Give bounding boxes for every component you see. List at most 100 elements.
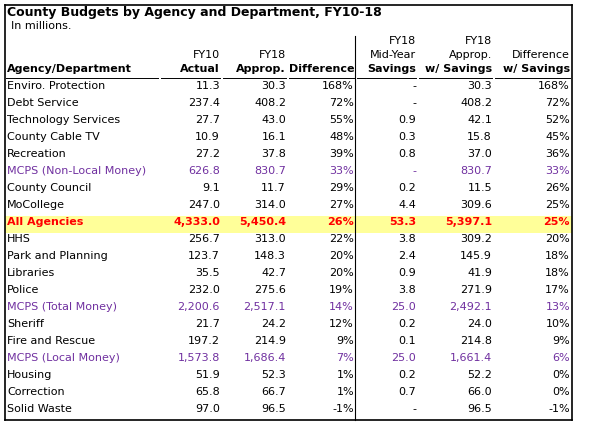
Text: All Agencies: All Agencies	[7, 217, 83, 227]
Text: 0.2: 0.2	[398, 370, 416, 380]
Text: FY10: FY10	[193, 50, 220, 60]
Text: Park and Planning: Park and Planning	[7, 251, 108, 261]
Text: 36%: 36%	[545, 149, 570, 159]
Text: 0.1: 0.1	[398, 336, 416, 346]
Text: Solid Waste: Solid Waste	[7, 404, 72, 414]
Text: MoCollege: MoCollege	[7, 200, 65, 210]
Text: 309.2: 309.2	[460, 234, 492, 244]
Text: 4,333.0: 4,333.0	[173, 217, 220, 227]
Text: -1%: -1%	[548, 404, 570, 414]
Text: 52.2: 52.2	[467, 370, 492, 380]
Text: 0.9: 0.9	[398, 115, 416, 125]
Text: 168%: 168%	[322, 81, 354, 91]
Text: MCPS (Total Money): MCPS (Total Money)	[7, 302, 117, 312]
Text: 24.2: 24.2	[261, 319, 286, 329]
Text: 55%: 55%	[329, 115, 354, 125]
Text: 1%: 1%	[337, 370, 354, 380]
Text: 314.0: 314.0	[254, 200, 286, 210]
Text: 309.6: 309.6	[460, 200, 492, 210]
Text: -: -	[412, 404, 416, 414]
Text: Fire and Rescue: Fire and Rescue	[7, 336, 95, 346]
Text: 168%: 168%	[538, 81, 570, 91]
Text: 17%: 17%	[545, 285, 570, 295]
Text: 0.2: 0.2	[398, 183, 416, 193]
Text: 20%: 20%	[329, 251, 354, 261]
Text: 30.3: 30.3	[262, 81, 286, 91]
Text: Recreation: Recreation	[7, 149, 67, 159]
Text: 20%: 20%	[329, 268, 354, 278]
Text: Enviro. Protection: Enviro. Protection	[7, 81, 105, 91]
Text: 408.2: 408.2	[460, 98, 492, 108]
Text: 42.1: 42.1	[467, 115, 492, 125]
Text: 214.8: 214.8	[460, 336, 492, 346]
Text: 9%: 9%	[552, 336, 570, 346]
Text: 1,661.4: 1,661.4	[450, 353, 492, 363]
Text: 11.5: 11.5	[467, 183, 492, 193]
Text: 148.3: 148.3	[254, 251, 286, 261]
Text: 22%: 22%	[329, 234, 354, 244]
Text: Agency/Department: Agency/Department	[7, 64, 132, 74]
Text: 39%: 39%	[329, 149, 354, 159]
Text: Approp.: Approp.	[449, 50, 492, 60]
Text: 72%: 72%	[545, 98, 570, 108]
Text: County Budgets by Agency and Department, FY10-18: County Budgets by Agency and Department,…	[7, 6, 382, 19]
Text: 25%: 25%	[544, 217, 570, 227]
Text: 42.7: 42.7	[261, 268, 286, 278]
Text: 626.8: 626.8	[188, 166, 220, 176]
Text: 12%: 12%	[329, 319, 354, 329]
Text: 3.8: 3.8	[398, 234, 416, 244]
Text: 271.9: 271.9	[460, 285, 492, 295]
Text: MCPS (Local Money): MCPS (Local Money)	[7, 353, 120, 363]
Text: 4.4: 4.4	[398, 200, 416, 210]
Text: 27.2: 27.2	[195, 149, 220, 159]
Text: 408.2: 408.2	[254, 98, 286, 108]
Text: Police: Police	[7, 285, 40, 295]
Text: w/ Savings: w/ Savings	[425, 64, 492, 74]
Text: 51.9: 51.9	[195, 370, 220, 380]
Text: Approp.: Approp.	[236, 64, 286, 74]
Text: 1,573.8: 1,573.8	[178, 353, 220, 363]
Text: 7%: 7%	[336, 353, 354, 363]
Text: -1%: -1%	[332, 404, 354, 414]
Text: 11.3: 11.3	[196, 81, 220, 91]
Text: 24.0: 24.0	[467, 319, 492, 329]
Text: FY18: FY18	[465, 36, 492, 46]
Text: Housing: Housing	[7, 370, 52, 380]
Text: 72%: 72%	[329, 98, 354, 108]
Text: 0%: 0%	[553, 370, 570, 380]
Text: 5,450.4: 5,450.4	[239, 217, 286, 227]
Text: w/ Savings: w/ Savings	[503, 64, 570, 74]
Text: 20%: 20%	[545, 234, 570, 244]
Text: Sheriff: Sheriff	[7, 319, 44, 329]
Text: 33%: 33%	[329, 166, 354, 176]
Text: 2.4: 2.4	[398, 251, 416, 261]
Text: 0.2: 0.2	[398, 319, 416, 329]
Text: 18%: 18%	[545, 251, 570, 261]
Text: 145.9: 145.9	[460, 251, 492, 261]
Text: -: -	[412, 81, 416, 91]
Text: In millions.: In millions.	[11, 21, 71, 31]
Text: 0%: 0%	[553, 387, 570, 397]
Text: 5,397.1: 5,397.1	[445, 217, 492, 227]
Text: Mid-Year: Mid-Year	[370, 50, 416, 60]
Text: 52.3: 52.3	[261, 370, 286, 380]
Text: 35.5: 35.5	[196, 268, 220, 278]
Text: 66.7: 66.7	[261, 387, 286, 397]
Text: 25.0: 25.0	[391, 353, 416, 363]
Text: 247.0: 247.0	[188, 200, 220, 210]
Text: 37.0: 37.0	[467, 149, 492, 159]
Text: 830.7: 830.7	[460, 166, 492, 176]
Text: 21.7: 21.7	[195, 319, 220, 329]
Text: County Council: County Council	[7, 183, 91, 193]
Text: Difference: Difference	[289, 64, 354, 74]
Text: 313.0: 313.0	[254, 234, 286, 244]
Text: Savings: Savings	[367, 64, 416, 74]
Text: 2,200.6: 2,200.6	[178, 302, 220, 312]
Text: 13%: 13%	[545, 302, 570, 312]
Text: 30.3: 30.3	[467, 81, 492, 91]
Text: 256.7: 256.7	[188, 234, 220, 244]
Text: 9.1: 9.1	[202, 183, 220, 193]
Text: 10%: 10%	[545, 319, 570, 329]
Text: 14%: 14%	[329, 302, 354, 312]
Text: 3.8: 3.8	[398, 285, 416, 295]
